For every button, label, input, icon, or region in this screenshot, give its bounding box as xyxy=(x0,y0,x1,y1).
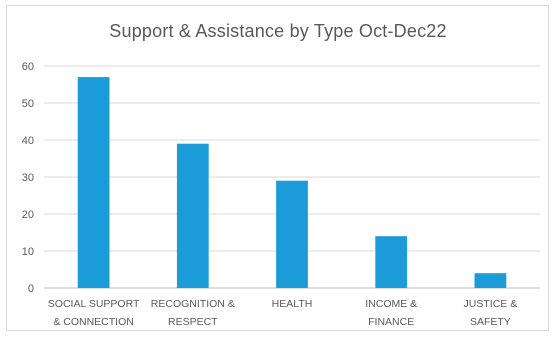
y-tick-label: 30 xyxy=(22,172,34,184)
x-tick-label: & CONNECTION xyxy=(53,316,134,328)
y-tick-label: 0 xyxy=(28,283,34,295)
chart-title: Support & Assistance by Type Oct-Dec22 xyxy=(109,21,447,41)
x-tick-label: FINANCE xyxy=(368,316,414,328)
y-tick-label: 50 xyxy=(22,98,34,110)
x-tick-label: RECOGNITION & xyxy=(151,298,235,310)
bar xyxy=(176,143,209,288)
x-tick-label: JUSTICE & xyxy=(464,298,518,310)
y-tick-label: 20 xyxy=(22,209,34,221)
bar xyxy=(276,180,308,288)
bar xyxy=(375,236,408,288)
x-tick-label: INCOME & xyxy=(365,298,417,310)
bar xyxy=(77,77,110,288)
x-tick-label: SAFETY xyxy=(470,316,511,328)
x-tick-label: RESPECT xyxy=(168,316,218,328)
y-tick-label: 40 xyxy=(22,135,34,147)
x-tick-label: HEALTH xyxy=(272,298,313,310)
bar xyxy=(474,273,507,288)
x-tick-label: SOCIAL SUPPORT xyxy=(48,298,140,310)
y-tick-label: 10 xyxy=(22,246,34,258)
y-tick-label: 60 xyxy=(22,61,34,73)
